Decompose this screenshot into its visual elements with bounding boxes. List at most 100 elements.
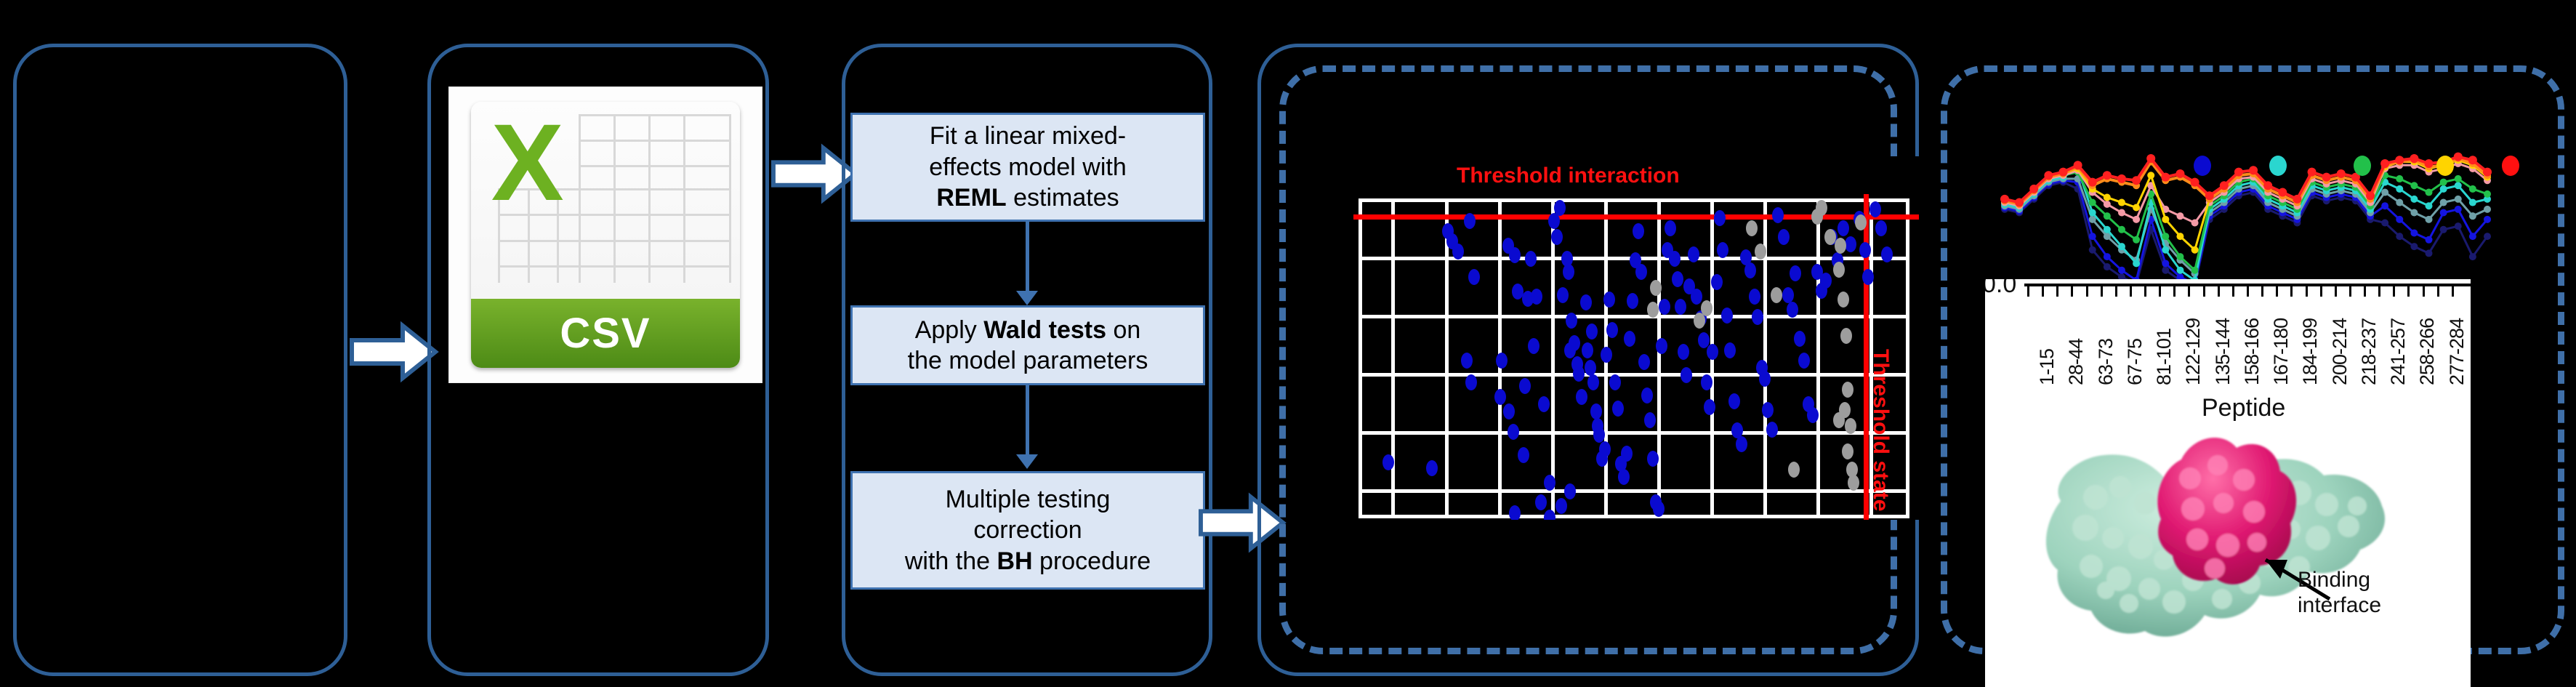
step2-line1b: on xyxy=(1106,316,1141,344)
csv-icon-body: X CSV xyxy=(471,102,740,368)
line-point xyxy=(2162,233,2170,241)
line-point xyxy=(2322,172,2331,182)
binding-interface-line1: Binding xyxy=(2298,568,2371,592)
step3-line3b: procedure xyxy=(1032,547,1151,575)
peptide-line-chart xyxy=(1992,138,2493,284)
line-point xyxy=(2117,209,2125,217)
step-box-fit-model[interactable]: Fit a linear mixed- effects model with R… xyxy=(850,113,1205,222)
line-point xyxy=(2439,185,2447,193)
binding-interface-annotation: Binding interface xyxy=(2298,567,2381,619)
line-series-red xyxy=(2004,155,2489,204)
line-point xyxy=(2191,219,2199,227)
line-point xyxy=(2000,194,2009,204)
line-point xyxy=(2133,260,2141,268)
line-point xyxy=(2103,193,2111,201)
line-point xyxy=(2425,249,2433,257)
step1-line3b: estimates xyxy=(1006,184,1119,212)
arrow-to-csv xyxy=(350,321,439,383)
x-axis-tick xyxy=(2114,286,2117,297)
grid-line-vertical xyxy=(1816,198,1820,518)
line-series-green xyxy=(2004,170,2488,273)
grid-line-vertical xyxy=(1869,198,1873,518)
step2-wald: Wald tests xyxy=(983,316,1106,344)
line-point xyxy=(2484,195,2491,203)
protein-structure-image xyxy=(2045,438,2386,637)
line-point xyxy=(2162,266,2170,274)
line-point xyxy=(2396,198,2404,206)
line-point xyxy=(2424,158,2434,168)
x-axis-tick xyxy=(2217,286,2220,297)
line-point xyxy=(2191,246,2199,254)
line-point xyxy=(2366,191,2375,201)
line-point xyxy=(2263,181,2273,190)
step1-reml: REML xyxy=(936,184,1007,212)
x-axis-tick xyxy=(2334,286,2337,297)
line-point xyxy=(2175,169,2185,178)
scatter-threshold-interaction-label: Threshold interaction xyxy=(1457,164,1680,188)
x-axis-label: 122-129 xyxy=(2182,318,2205,385)
x-axis-label: 277-284 xyxy=(2445,318,2468,385)
step-box-multiple-testing[interactable]: Multiple testing correction with the BH … xyxy=(850,471,1205,590)
line-point xyxy=(2484,233,2491,241)
line-point xyxy=(2381,202,2389,210)
csv-input-panel xyxy=(427,44,769,676)
csv-spreadsheet-grid xyxy=(471,102,740,298)
line-point xyxy=(2088,233,2096,241)
line-point xyxy=(2117,266,2125,274)
x-axis-label: 258-266 xyxy=(2416,318,2439,385)
x-axis-tick xyxy=(2042,286,2045,297)
line-point xyxy=(2117,225,2125,233)
line-point xyxy=(2176,233,2184,241)
x-axis-tick xyxy=(2378,286,2381,297)
grid-line-horizontal xyxy=(1359,515,1909,518)
line-point xyxy=(2117,243,2125,251)
connector-2-3-arrowhead xyxy=(1016,454,1038,469)
line-series-teal-gray xyxy=(2004,177,2488,276)
step-box-wald-tests[interactable]: Apply Wald tests on the model parameters xyxy=(850,305,1205,385)
threshold-interaction-line xyxy=(1353,214,1919,220)
line-point xyxy=(2088,209,2096,217)
line-point xyxy=(2176,273,2184,281)
threshold-state-line xyxy=(1864,194,1869,520)
step2-line1a: Apply xyxy=(914,316,984,344)
line-point xyxy=(2396,215,2404,223)
line-point xyxy=(2073,161,2082,170)
connector-2-3 xyxy=(1026,385,1029,462)
x-axis-tick xyxy=(2305,286,2308,297)
csv-icon-label: CSV xyxy=(560,309,651,357)
x-axis-label: 241-257 xyxy=(2387,318,2410,385)
binding-interface-line2: interface xyxy=(2298,593,2382,618)
line-series-pink xyxy=(2004,162,2488,225)
statistical-analysis-panel xyxy=(842,44,1212,676)
line-point xyxy=(2396,233,2404,241)
line-point xyxy=(2468,212,2476,220)
line-point xyxy=(2103,233,2111,241)
line-point xyxy=(2103,200,2111,208)
x-axis-label: 81-101 xyxy=(2153,328,2175,385)
x-axis-tick xyxy=(2261,286,2264,297)
x-axis-tick xyxy=(2056,286,2059,297)
line-point xyxy=(2234,167,2243,177)
line-point xyxy=(2102,171,2112,180)
line-point xyxy=(2468,198,2476,206)
x-axis-tick xyxy=(2276,286,2279,297)
line-point xyxy=(2176,253,2184,261)
line-point xyxy=(2483,167,2492,177)
line-point xyxy=(2425,188,2433,196)
x-axis-tick xyxy=(2407,286,2410,297)
x-axis-label: 135-144 xyxy=(2211,318,2234,385)
x-axis-tick xyxy=(2436,286,2439,297)
line-point xyxy=(2336,169,2346,178)
line-point xyxy=(2396,174,2404,182)
line-point xyxy=(2381,219,2389,227)
line-point xyxy=(2133,236,2141,244)
interaction-scatter-plot: Threshold interaction Threshold state xyxy=(1353,156,1919,520)
legend-dot-blue xyxy=(2194,156,2211,176)
csv-icon-label-band: CSV xyxy=(471,298,740,368)
x-axis-tick xyxy=(2290,286,2293,297)
line-point xyxy=(2484,215,2491,223)
line-point xyxy=(2278,188,2287,197)
step1-line2: effects model with xyxy=(929,153,1127,181)
line-point xyxy=(2395,156,2404,165)
csv-file-icon: X CSV xyxy=(449,87,762,382)
